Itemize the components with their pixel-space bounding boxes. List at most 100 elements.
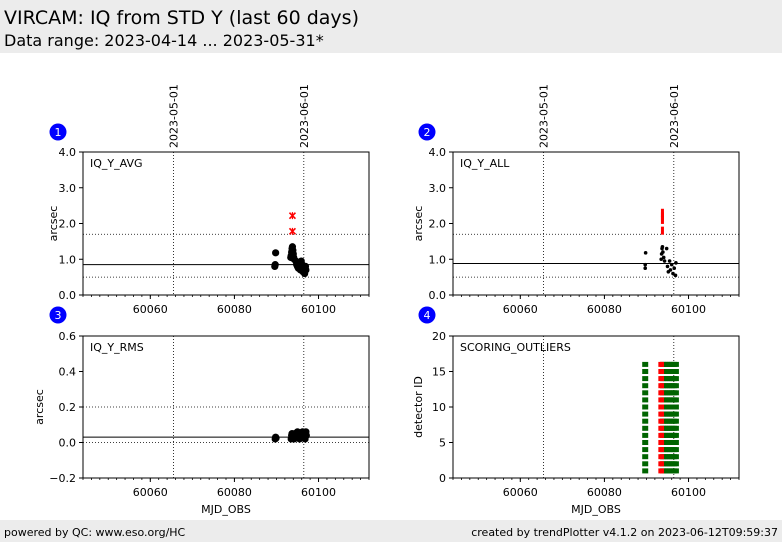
x-tick-label: 60060 (503, 486, 538, 499)
panel-label: IQ_Y_ALL (460, 157, 510, 170)
scoring-ok-mark (672, 404, 679, 410)
panel-number-badge: 3 (49, 306, 67, 324)
y-axis-label: detector ID (412, 376, 425, 438)
y-tick-label: 5 (439, 437, 446, 450)
plot-frame (452, 335, 740, 479)
scoring-ok-mark (642, 447, 649, 453)
y-tick-label: 15 (432, 366, 446, 379)
outlier-point (660, 226, 664, 235)
scoring-outlier-mark (660, 432, 665, 438)
panel-2: 60060 60080 60100 0.0 1.0 2.0 3.0 4.0 2023-05-01… (412, 84, 740, 316)
y-tick-label: 1.0 (59, 253, 77, 266)
scoring-ok-mark (642, 397, 649, 403)
x-tick-label: 60100 (301, 303, 336, 316)
y-tick-label: 3.0 (59, 182, 77, 195)
y-tick-label: 0.4 (59, 366, 77, 379)
y-tick-label: 0.0 (59, 289, 77, 302)
data-point (302, 266, 310, 274)
scoring-outlier-mark (660, 376, 665, 382)
data-point (659, 257, 663, 262)
panel-4: 60060 60080 60100 0 5 10 15 20 SCORING_OUTLIERSd… (412, 306, 740, 516)
plot-frame (82, 151, 370, 296)
scoring-outlier-mark (660, 418, 665, 424)
scoring-ok-mark (642, 390, 649, 396)
y-tick-label: 0.0 (59, 437, 77, 450)
y-axis-label: arcsec (33, 389, 46, 425)
badge-number: 4 (424, 309, 431, 322)
data-point (661, 250, 665, 254)
panel-1: 60060 60080 60100 0.0 1.0 2.0 3.0 4.0 2023-05-01… (47, 84, 370, 316)
scoring-outlier-mark (660, 468, 665, 474)
scoring-ok-mark (642, 383, 649, 389)
scoring-ok-mark (642, 404, 649, 410)
data-point (272, 249, 280, 257)
y-tick-label: 10 (432, 401, 446, 414)
scoring-ok-mark (672, 376, 679, 382)
data-point (664, 246, 669, 251)
footer-created-by: created by trendPlotter v4.1.2 on 2023-0… (471, 526, 778, 539)
y-tick-label: 4.0 (59, 146, 77, 159)
badge-circle (49, 123, 67, 141)
outlier-point (288, 212, 297, 220)
scoring-ok-mark (672, 418, 679, 424)
scoring-ok-mark (672, 454, 679, 460)
x-axis-label: MJD_OBS (201, 503, 251, 516)
scoring-ok-mark (672, 461, 679, 467)
data-point (302, 431, 310, 439)
footer-powered-by: powered by QC: www.eso.org/HC (4, 526, 186, 539)
x-tick-label: 60060 (503, 303, 538, 316)
scoring-ok-mark (672, 411, 679, 417)
scoring-outlier-mark (660, 461, 665, 467)
data-point (643, 251, 648, 255)
scoring-ok-mark (642, 361, 649, 367)
data-point (667, 259, 672, 263)
page-footer: powered by QC: www.eso.org/HC created by… (0, 520, 782, 542)
scoring-ok-mark (672, 432, 679, 438)
badge-circle (49, 306, 67, 324)
data-point (672, 266, 677, 270)
scoring-outlier-mark (660, 440, 665, 445)
data-point (660, 244, 665, 249)
data-point (671, 271, 675, 276)
x-tick-label: 60080 (217, 303, 252, 316)
panel-number-badge: 2 (418, 123, 436, 141)
x-tick-label: 60080 (587, 486, 622, 499)
badge-number: 2 (424, 126, 431, 139)
scoring-ok-mark (642, 468, 649, 474)
date-marker-label: 2023-06-01 (298, 84, 311, 148)
y-tick-label: 20 (432, 330, 446, 343)
scoring-ok-mark (672, 390, 679, 396)
x-tick-label: 60060 (133, 303, 168, 316)
y-axis-label: arcsec (47, 206, 60, 242)
data-point (643, 262, 648, 267)
badge-circle (418, 123, 436, 141)
scoring-outlier-mark (660, 383, 665, 389)
data-point (271, 261, 279, 269)
x-tick-label: 60080 (217, 486, 252, 499)
outlier-point (288, 227, 297, 235)
data-point (665, 264, 670, 269)
scoring-ok-mark (672, 425, 679, 431)
date-marker-label: 2023-06-01 (668, 84, 681, 148)
scoring-ok-mark (642, 369, 649, 374)
panel-number-badge: 1 (49, 123, 67, 141)
scoring-ok-mark (642, 376, 649, 382)
scoring-outlier-mark (660, 404, 665, 410)
scoring-outlier-mark (660, 425, 665, 431)
scoring-ok-mark (642, 418, 649, 424)
scoring-ok-mark (642, 440, 649, 445)
scoring-outlier-mark (660, 390, 665, 396)
page-title: VIRCAM: IQ from STD Y (last 60 days) (4, 7, 359, 29)
plot-frame (82, 335, 370, 479)
y-axis-label: arcsec (412, 206, 425, 242)
scoring-outlier-mark (660, 361, 665, 367)
scoring-ok-mark (672, 397, 679, 403)
y-tick-label: 4.0 (429, 146, 447, 159)
y-tick-label: 0.6 (59, 330, 77, 343)
scoring-ok-mark (642, 432, 649, 438)
panel-label: SCORING_OUTLIERS (460, 341, 571, 354)
x-tick-label: 60080 (587, 303, 622, 316)
scoring-ok-mark (642, 411, 649, 417)
data-point (669, 262, 674, 267)
panel-3: 60060 60080 60100 −0.2 0.0 0.2 0.4 0.6 IQ_Y_RMSa… (33, 306, 370, 516)
